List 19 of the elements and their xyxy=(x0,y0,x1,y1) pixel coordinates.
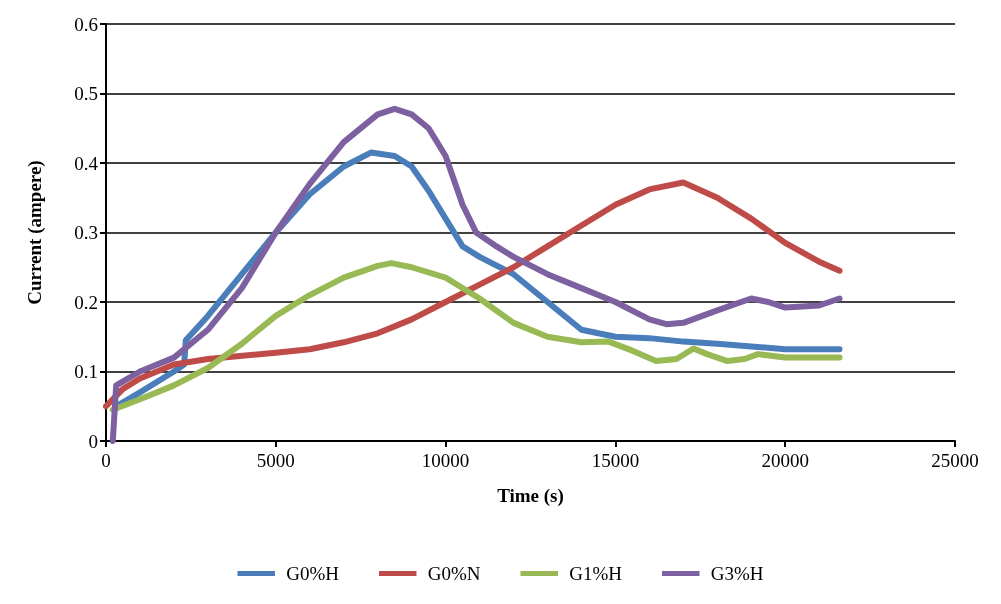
y-tick-label: 0 xyxy=(88,430,98,452)
x-tick-label: 10000 xyxy=(421,450,470,471)
x-tick-label: 20000 xyxy=(761,450,809,471)
y-tick-label: 0.4 xyxy=(74,152,99,174)
y-tick-label: 0.1 xyxy=(74,361,98,382)
y-tick-label: 0.3 xyxy=(74,222,98,243)
legend-label: G1%H xyxy=(569,563,623,584)
legend-label: G0%N xyxy=(427,563,481,584)
x-tick-label: 25000 xyxy=(931,450,979,471)
y-axis-title: Current (ampere) xyxy=(24,160,46,305)
x-tick-label: 15000 xyxy=(591,450,640,471)
legend-label: G3%H xyxy=(710,563,764,584)
x-tick-label: 5000 xyxy=(256,450,295,471)
legend-label: G0%H xyxy=(286,563,340,584)
x-axis-title: Time (s) xyxy=(497,485,564,507)
y-tick-label: 0.2 xyxy=(74,291,98,313)
y-tick-label: 0.5 xyxy=(74,83,98,104)
x-tick-label: 0 xyxy=(101,450,111,471)
y-tick-label: 0.6 xyxy=(74,13,98,35)
